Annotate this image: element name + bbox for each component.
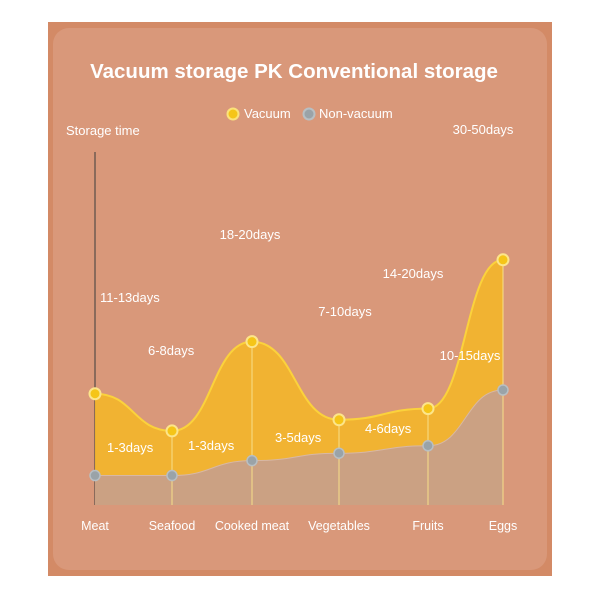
vacuum-point: [496, 253, 510, 267]
non-vacuum-point: [246, 454, 258, 467]
non-vacuum-point: [333, 447, 345, 459]
x-tick-label: Fruits: [412, 519, 443, 533]
vacuum-point: [421, 402, 435, 416]
non-vacuum-data-label: 1-3days: [188, 438, 235, 453]
non-vacuum-point: [497, 384, 509, 396]
x-tick-label: Cooked meat: [215, 519, 290, 533]
legend-marker-vacuum: [226, 107, 240, 121]
vacuum-data-label: 7-10days: [318, 304, 372, 319]
vacuum-point: [165, 424, 179, 438]
vacuum-point: [332, 413, 346, 427]
non-vacuum-data-label: 1-3days: [107, 440, 154, 455]
vacuum-data-label: 14-20days: [383, 266, 444, 281]
vacuum-area: [95, 259, 503, 505]
chart-title: Vacuum storage PK Conventional storage: [90, 60, 498, 83]
non-vacuum-area: [95, 390, 503, 505]
non-vacuum-point: [89, 469, 101, 482]
non-vacuum-point: [422, 440, 434, 452]
vacuum-point: [245, 335, 259, 349]
legend-label-non-vacuum: Non-vacuum: [319, 106, 393, 121]
legend-label-vacuum: Vacuum: [244, 106, 291, 121]
x-tick-label: Vegetables: [308, 519, 370, 533]
legend-marker-non-vacuum: [302, 107, 316, 121]
vacuum-point: [88, 387, 102, 401]
legend: Vacuum Non-vacuum: [226, 106, 393, 121]
vacuum-data-label: 11-13days: [100, 290, 160, 305]
vacuum-data-label: 18-20days: [220, 227, 281, 242]
x-tick-label: Eggs: [489, 519, 518, 533]
non-vacuum-data-label: 4-6days: [365, 421, 412, 436]
x-tick-label: Seafood: [149, 519, 196, 533]
vacuum-data-label: 6-8days: [148, 343, 195, 358]
x-tick-label: Meat: [81, 519, 109, 533]
non-vacuum-data-label: 3-5days: [275, 430, 322, 445]
vacuum-data-label: 30-50days: [453, 122, 514, 137]
non-vacuum-data-label: 10-15days: [440, 348, 501, 363]
y-axis-title: Storage time: [66, 123, 140, 138]
non-vacuum-point: [166, 469, 178, 482]
